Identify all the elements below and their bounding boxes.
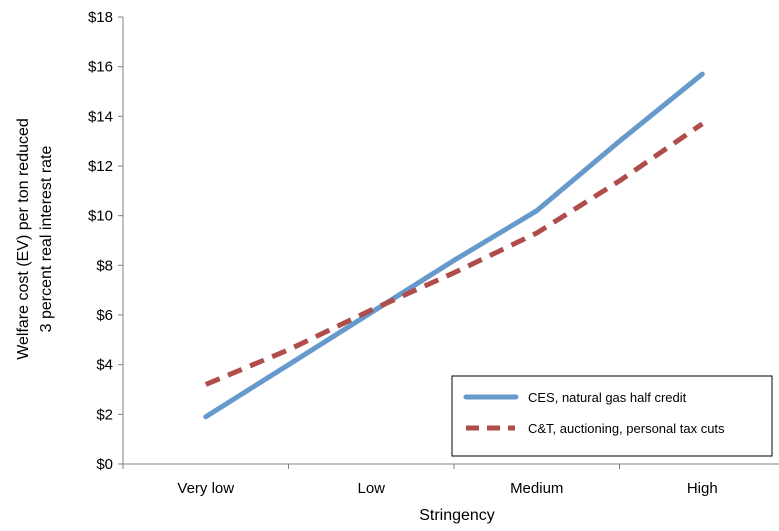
y-tick-label: $12: [88, 158, 113, 175]
y-tick-label: $18: [88, 9, 113, 26]
y-tick-label: $0: [96, 456, 113, 473]
legend-items: CES, natural gas half credit C&T, auction…: [463, 390, 725, 436]
x-tick-label: Very low: [177, 480, 234, 497]
series-line-2: [204, 121, 704, 387]
legend-box: [451, 375, 773, 457]
legend-label-1: CES, natural gas half credit: [528, 390, 687, 405]
x-tick-label: High: [687, 480, 718, 497]
legend-label-2: C&T, auctioning, personal tax cuts: [528, 421, 725, 436]
series-line-1: [203, 71, 705, 420]
y-tick-label: $2: [96, 406, 113, 423]
y-tick-label: $14: [88, 108, 113, 125]
legend: CES, natural gas half credit C&T, auction…: [451, 375, 773, 457]
y-axis-title-line-1: Welfare cost (EV) per ton reduced: [15, 118, 32, 360]
x-tick-label: Low: [357, 480, 385, 497]
y-axis-ticks: $0 $2 $4 $6 $8 $10 $12 $14 $16 $18: [88, 9, 123, 473]
x-axis-ticks: Very low Low Medium High: [122, 464, 718, 497]
y-tick-label: $16: [88, 59, 113, 76]
x-tick-label: Medium: [510, 480, 563, 497]
y-axis-title-line-2: 3 percent real interest rate: [38, 146, 55, 333]
series-layer: [203, 71, 705, 420]
y-tick-label: $10: [88, 208, 113, 225]
y-tick-label: $4: [96, 357, 113, 374]
x-axis-title: Stringency: [419, 507, 495, 524]
y-tick-label: $8: [96, 257, 113, 274]
y-tick-label: $6: [96, 307, 113, 324]
